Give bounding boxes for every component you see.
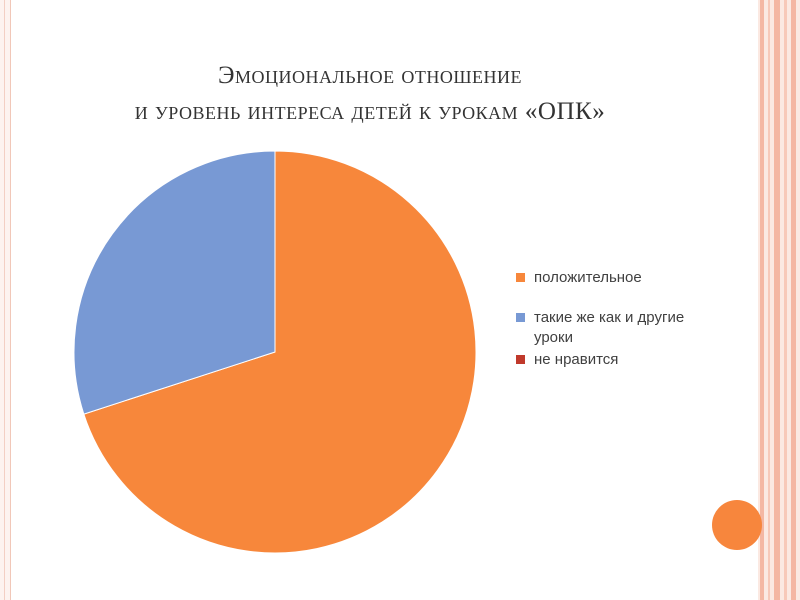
legend-label: не нравится: [534, 351, 619, 368]
legend-swatch: [516, 273, 525, 282]
frame-stripe: [774, 0, 780, 600]
frame-stripe: [760, 0, 764, 600]
frame-stripe: [784, 0, 787, 600]
slide-title-line-2: и уровень интереса детей к урокам «ОПК»: [134, 98, 606, 125]
legend-label: такие же как и другие уроки: [534, 309, 685, 346]
pie-slice: [83, 150, 477, 554]
pie-slice: [73, 150, 276, 415]
legend-label: положительное: [534, 269, 642, 286]
left-frame-border: [0, 0, 11, 600]
chart-legend: положительное такие же как и другие урок…: [516, 268, 696, 390]
legend-item: не нравится: [516, 350, 696, 370]
frame-stripe: [791, 0, 796, 600]
slide-title: Эмоциональное отношение и уровень интере…: [60, 58, 680, 130]
slide-title-line-1: Эмоциональное отношение: [218, 62, 522, 89]
legend-swatch: [516, 313, 525, 322]
decorative-circle: [712, 500, 762, 550]
frame-stripe: [768, 0, 770, 600]
legend-swatch: [516, 355, 525, 364]
legend-item: такие же как и другие уроки: [516, 308, 696, 348]
legend-item: положительное: [516, 268, 696, 288]
right-frame-border: [758, 0, 800, 600]
